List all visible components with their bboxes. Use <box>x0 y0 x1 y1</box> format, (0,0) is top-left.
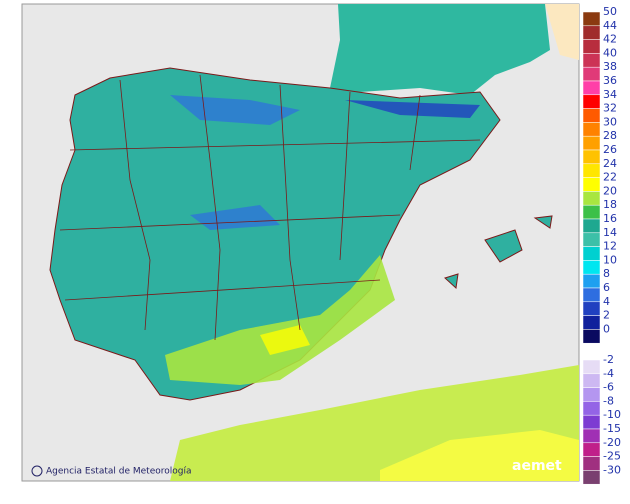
legend-label: 14 <box>603 226 617 239</box>
legend-label: 16 <box>603 212 617 225</box>
legend-label: -25 <box>603 450 621 463</box>
legend-label: -15 <box>603 422 621 435</box>
legend-label: -6 <box>603 381 614 394</box>
land-corner <box>545 4 579 60</box>
legend-swatch <box>582 329 601 344</box>
mallorca <box>484 229 523 263</box>
legend-swatch <box>582 273 601 289</box>
legend-label: 18 <box>603 198 617 211</box>
africa-hot <box>380 430 579 481</box>
legend-swatch <box>582 135 601 151</box>
legend-label: -4 <box>603 367 614 380</box>
legend-swatch <box>582 80 601 96</box>
legend-label: 26 <box>603 143 617 156</box>
legend-swatch <box>582 456 601 471</box>
cold-zone <box>170 95 300 125</box>
legend-swatch <box>582 204 601 220</box>
legend-label: 36 <box>603 74 617 87</box>
legend-swatch <box>582 149 601 165</box>
legend-swatch <box>582 177 601 192</box>
menorca <box>533 215 553 229</box>
legend-label: 0 <box>603 322 610 335</box>
legend-label: 44 <box>603 19 617 32</box>
legend-label: -8 <box>603 394 614 407</box>
credit-icon <box>31 465 43 477</box>
legend-label: -10 <box>603 408 621 421</box>
province-borders <box>59 74 481 341</box>
legend-swatch <box>582 470 601 485</box>
legend-label: 32 <box>603 102 617 115</box>
legend-label: 42 <box>603 33 617 46</box>
legend-swatch <box>582 191 601 206</box>
legend-swatch <box>582 246 601 261</box>
legend-label: 22 <box>603 171 617 184</box>
legend-swatch <box>582 414 601 430</box>
legend-swatch <box>582 66 601 82</box>
legend-label: -30 <box>603 463 621 476</box>
pyrenees <box>345 100 480 118</box>
legend-label: 30 <box>603 115 617 128</box>
legend-swatch <box>582 232 601 247</box>
legend-label: 34 <box>603 88 617 101</box>
legend-label: -2 <box>603 353 614 366</box>
legend-swatch <box>582 387 601 402</box>
legend-swatch <box>582 39 601 54</box>
credit: Agencia Estatal de Meteorología <box>46 467 192 477</box>
legend-label: 20 <box>603 184 617 197</box>
legend-swatch <box>582 428 601 444</box>
legend-swatch <box>582 25 601 40</box>
legend-label: 28 <box>603 129 617 142</box>
legend-label: 10 <box>603 253 617 266</box>
map <box>49 4 579 481</box>
legend-label: 50 <box>603 5 617 18</box>
legend-swatch <box>582 442 601 457</box>
legend-label: 4 <box>603 295 610 308</box>
legend-swatch <box>582 315 601 330</box>
legend-swatch <box>582 11 601 27</box>
ibiza <box>444 273 459 290</box>
legend-label: 8 <box>603 267 610 280</box>
legend: 5044424038363432302826242220181614121086… <box>582 5 621 485</box>
legend-swatch <box>582 287 601 303</box>
legend-swatch <box>582 401 601 416</box>
legend-label: 2 <box>603 309 610 322</box>
legend-swatch <box>582 260 601 275</box>
legend-label: 6 <box>603 281 610 294</box>
legend-label: 24 <box>603 157 617 170</box>
legend-swatch <box>582 301 601 316</box>
south-warm <box>165 255 395 385</box>
logo: aemet <box>512 458 562 474</box>
legend-swatch <box>582 373 601 388</box>
legend-label: -20 <box>603 436 621 449</box>
legend-swatch <box>582 359 601 375</box>
legend-swatch <box>582 163 601 178</box>
legend-swatch <box>582 108 601 123</box>
legend-swatch <box>582 53 601 68</box>
legend-label: 40 <box>603 46 617 59</box>
legend-swatch <box>582 218 601 234</box>
legend-swatch <box>582 94 601 109</box>
legend-label: 38 <box>603 60 617 73</box>
legend-swatch <box>582 122 601 137</box>
central-range <box>190 205 280 230</box>
hot-spot <box>260 325 310 355</box>
legend-label: 12 <box>603 240 617 253</box>
france <box>330 4 550 95</box>
